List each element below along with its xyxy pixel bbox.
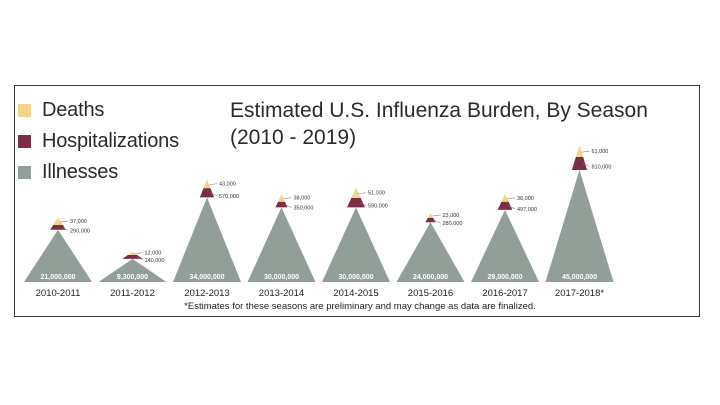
illnesses-value-label: 45,000,000: [562, 274, 597, 281]
hospitalizations-leader-line: [583, 163, 590, 167]
legend-label-illnesses: Illnesses: [42, 161, 119, 183]
deaths-tip: [501, 194, 509, 202]
hospitalization-band: [122, 254, 143, 259]
deaths-leader-line: [357, 192, 367, 195]
hospitalizations-value-label: 290,000: [70, 228, 90, 234]
illness-triangle: [173, 197, 241, 282]
illnesses-value-label: 9,300,000: [117, 274, 148, 281]
season-label: 2013-2014: [259, 288, 304, 299]
hospitalizations-leader-line: [433, 219, 441, 224]
season-label: 2011-2012: [110, 288, 155, 299]
illness-triangle: [24, 229, 92, 282]
season-label: 2017-2018*: [555, 288, 604, 299]
deaths-tip: [53, 217, 63, 226]
illnesses-swatch: [18, 166, 31, 179]
deaths-leader-line: [432, 214, 441, 217]
hospitalizations-value-label: 280,000: [443, 221, 463, 227]
hospitalizations-leader-line: [62, 227, 69, 231]
chart-title: Estimated U.S. Influenza Burden, By Seas…: [230, 99, 648, 149]
deaths-tip: [351, 187, 361, 198]
deaths-tip: [203, 179, 211, 189]
hospitalizations-value-label: 140,000: [145, 258, 165, 264]
deaths-leader-line: [134, 252, 143, 254]
deaths-value-label: 12,000: [145, 251, 162, 257]
legend-item-illnesses: Illnesses: [18, 157, 179, 188]
deaths-value-label: 38,000: [517, 196, 534, 202]
legend-item-hospitalizations: Hospitalizations: [18, 126, 179, 157]
illnesses-value-label: 29,000,000: [487, 274, 522, 281]
illness-triangle: [322, 207, 390, 282]
footnote: *Estimates for these seasons are prelimi…: [184, 301, 536, 312]
deaths-tip: [128, 251, 137, 255]
hospitalizations-value-label: 570,000: [219, 194, 239, 200]
illness-triangle: [396, 222, 465, 282]
deaths-leader-line: [208, 183, 218, 186]
illnesses-value-label: 30,000,000: [264, 274, 299, 281]
deaths-value-label: 43,000: [219, 182, 236, 188]
illnesses-value-label: 30,000,000: [338, 274, 373, 281]
legend-item-deaths: Deaths: [18, 95, 179, 126]
illnesses-value-label: 34,000,000: [189, 274, 224, 281]
season-label: 2010-2011: [36, 288, 81, 299]
deaths-leader-line: [506, 197, 516, 200]
hospitalizations-leader-line: [360, 202, 367, 206]
hospitalizations-value-label: 590,000: [368, 204, 388, 210]
season-label: 2016-2017: [482, 288, 527, 299]
deaths-tip: [575, 145, 584, 157]
deaths-value-label: 37,000: [70, 219, 87, 225]
illness-triangle: [98, 258, 167, 282]
hospitalization-band: [50, 225, 66, 230]
deaths-value-label: 23,000: [443, 213, 460, 219]
hospitalizations-value-label: 497,000: [517, 207, 537, 213]
hospitalizations-leader-line: [284, 204, 292, 208]
illness-triangle: [471, 209, 539, 282]
hospitalizations-value-label: 350,000: [294, 206, 314, 212]
season-label: 2012-2013: [184, 288, 229, 299]
illnesses-value-label: 24,000,000: [413, 274, 448, 281]
hospitalizations-swatch: [18, 135, 31, 148]
illness-triangle: [247, 207, 316, 282]
deaths-value-label: 61,000: [592, 149, 609, 155]
illness-triangle: [545, 170, 614, 282]
deaths-value-label: 38,000: [294, 196, 311, 202]
hospitalization-band: [347, 197, 365, 208]
season-label: 2014-2015: [333, 288, 378, 299]
deaths-leader-line: [581, 150, 590, 153]
hospitalization-band: [425, 217, 436, 223]
hospitalization-band: [571, 157, 588, 170]
deaths-value-label: 51,000: [368, 191, 385, 197]
deaths-tip: [427, 213, 434, 218]
legend: Deaths Hospitalizations Illnesses: [18, 95, 179, 188]
hospitalizations-leader-line: [508, 205, 516, 210]
deaths-tip: [278, 194, 285, 202]
hospitalization-band: [275, 201, 288, 208]
hospitalization-band: [497, 201, 513, 210]
deaths-swatch: [18, 104, 31, 117]
hospitalizations-value-label: 810,000: [592, 165, 612, 171]
season-label: 2015-2016: [408, 288, 453, 299]
deaths-leader-line: [283, 197, 292, 199]
legend-label-hospitalizations: Hospitalizations: [42, 130, 179, 152]
deaths-leader-line: [59, 220, 69, 223]
hospitalizations-leader-line: [136, 256, 143, 261]
legend-label-deaths: Deaths: [42, 99, 105, 121]
illnesses-value-label: 21,000,000: [40, 274, 75, 281]
hospitalizations-leader-line: [210, 192, 218, 197]
hospitalization-band: [199, 188, 215, 198]
